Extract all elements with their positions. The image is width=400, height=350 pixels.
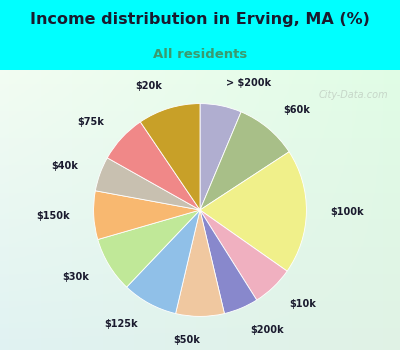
Wedge shape — [107, 122, 200, 210]
Wedge shape — [94, 191, 200, 239]
Wedge shape — [127, 210, 200, 314]
Text: All residents: All residents — [153, 48, 247, 61]
Wedge shape — [200, 210, 257, 314]
Wedge shape — [98, 210, 200, 287]
Text: $20k: $20k — [135, 81, 162, 91]
Text: $50k: $50k — [173, 335, 200, 345]
Text: $60k: $60k — [283, 105, 310, 115]
Wedge shape — [95, 158, 200, 210]
Text: $40k: $40k — [51, 161, 78, 171]
Wedge shape — [200, 112, 289, 210]
Text: Income distribution in Erving, MA (%): Income distribution in Erving, MA (%) — [30, 12, 370, 27]
Text: City-Data.com: City-Data.com — [318, 90, 388, 100]
Text: > $200k: > $200k — [226, 78, 271, 88]
Wedge shape — [200, 104, 241, 210]
Text: $125k: $125k — [104, 319, 138, 329]
Text: $100k: $100k — [330, 207, 364, 217]
Text: $75k: $75k — [78, 117, 104, 127]
Wedge shape — [200, 210, 287, 300]
Text: $200k: $200k — [250, 325, 284, 335]
Text: $10k: $10k — [290, 299, 316, 309]
Text: $30k: $30k — [62, 272, 89, 282]
Text: $150k: $150k — [37, 211, 70, 222]
Wedge shape — [176, 210, 224, 316]
Wedge shape — [200, 152, 306, 271]
Wedge shape — [140, 104, 200, 210]
